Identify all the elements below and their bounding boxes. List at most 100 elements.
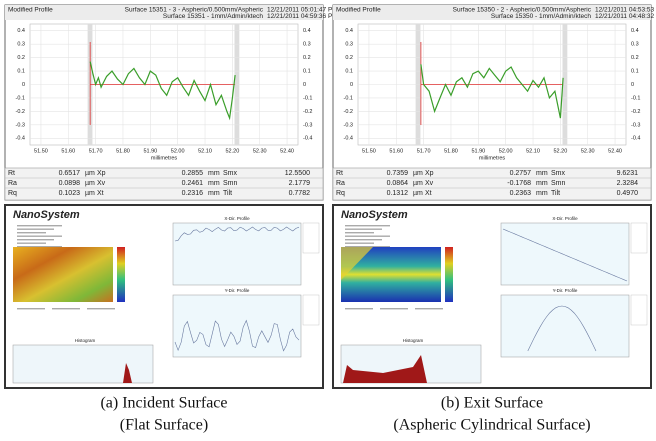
y-tick-label: -0.1 bbox=[16, 95, 25, 101]
x-tick-label: 51.80 bbox=[116, 148, 130, 154]
stats-cell: 0.4970 bbox=[617, 190, 639, 197]
stats-cell: 0.0864 bbox=[387, 180, 409, 187]
profile-trace bbox=[174, 319, 300, 352]
profile-line bbox=[420, 64, 564, 119]
x-tick-label: 52.20 bbox=[225, 148, 239, 154]
stats-cell: mm bbox=[536, 170, 548, 177]
x-tick-label: 51.60 bbox=[61, 148, 75, 154]
y-tick-label: -0.4 bbox=[16, 136, 25, 142]
stats-cell: 0.2316 bbox=[182, 190, 204, 197]
info-line bbox=[17, 308, 45, 310]
y-tick-label: -0.2 bbox=[303, 109, 312, 115]
stats-cell: Rq bbox=[336, 190, 345, 197]
header-bar bbox=[333, 5, 651, 20]
y-tick-label: -0.4 bbox=[344, 136, 353, 142]
stats-cell: Rq bbox=[8, 190, 17, 197]
height-map bbox=[13, 247, 113, 302]
info-line bbox=[17, 239, 54, 241]
stats-cell: mm bbox=[208, 190, 220, 197]
side-panel bbox=[630, 222, 648, 254]
color-bar bbox=[117, 247, 125, 302]
y-tick-label: 0 bbox=[350, 82, 353, 88]
x-tick-label: 51.60 bbox=[389, 148, 403, 154]
stats-cell: 12.5500 bbox=[285, 170, 310, 177]
header-date: 12/21/2011 05:01:47 PM bbox=[267, 7, 338, 14]
y-tick-label: -0.4 bbox=[303, 136, 312, 142]
histogram-shape bbox=[343, 355, 427, 383]
stats-cell: µm bbox=[413, 180, 423, 187]
header-date: 12/21/2011 04:59:36 PM bbox=[267, 13, 338, 20]
stats-cell: 0.7359 bbox=[387, 170, 409, 177]
stats-cell: Tilt bbox=[551, 190, 560, 197]
side-panel bbox=[302, 294, 320, 326]
y-tick-label: 0.3 bbox=[303, 42, 311, 48]
y-tick-label: 0.4 bbox=[631, 28, 639, 34]
stats-cell: µm bbox=[413, 190, 423, 197]
panel-title: Y-Dir. Profile bbox=[553, 288, 578, 293]
height-map-shade bbox=[341, 247, 373, 280]
header-title: Modified Profile bbox=[336, 7, 381, 14]
profile-trace bbox=[502, 228, 628, 282]
y-tick-label: 0.4 bbox=[303, 28, 311, 34]
y-tick-label: 0.1 bbox=[17, 69, 25, 75]
x-tick-label: 52.00 bbox=[499, 148, 513, 154]
x-axis-label: millimetres bbox=[479, 155, 506, 161]
y-tick-label: -0.3 bbox=[631, 122, 640, 128]
y-tick-label: 0 bbox=[303, 82, 306, 88]
y-tick-label: -0.1 bbox=[631, 95, 640, 101]
y-tick-label: -0.3 bbox=[344, 122, 353, 128]
info-line bbox=[345, 228, 382, 230]
y-tick-label: 0.1 bbox=[631, 69, 639, 75]
y-tick-label: -0.2 bbox=[631, 109, 640, 115]
info-line bbox=[380, 308, 408, 310]
x-tick-label: 51.50 bbox=[34, 148, 48, 154]
x-tick-label: 52.30 bbox=[253, 148, 267, 154]
x-tick-label: 52.10 bbox=[526, 148, 540, 154]
y-tick-label: 0.2 bbox=[631, 55, 639, 61]
stats-cell: µm bbox=[85, 180, 95, 187]
logo: NanoSystem bbox=[13, 209, 80, 221]
info-line bbox=[17, 235, 62, 237]
stats-cell: 0.1023 bbox=[59, 190, 81, 197]
color-bar bbox=[445, 247, 453, 302]
profile-trace bbox=[174, 226, 300, 242]
side-panel bbox=[302, 222, 320, 254]
stats-cell: µm bbox=[413, 170, 423, 177]
y-tick-label: 0.1 bbox=[303, 69, 311, 75]
info-line bbox=[17, 228, 54, 230]
stats-cell: Xv bbox=[97, 180, 106, 187]
header-line: Surface 15350 - 1mm/Admin/ktech bbox=[491, 13, 591, 20]
histogram-panel bbox=[12, 344, 154, 384]
y-tick-label: 0.2 bbox=[17, 55, 25, 61]
logo: NanoSystem bbox=[341, 209, 408, 221]
info-line bbox=[52, 308, 80, 310]
x-tick-label: 52.40 bbox=[280, 148, 294, 154]
panel-title: X-Dir. Profile bbox=[552, 216, 578, 221]
stats-cell: 9.6231 bbox=[617, 170, 639, 177]
stats-cell: mm bbox=[208, 170, 220, 177]
header-line: Surface 15351 - 3 - Aspheric/0.500mm/Asp… bbox=[125, 7, 264, 14]
y-tick-label: -0.2 bbox=[16, 109, 25, 115]
x-tick-label: 51.50 bbox=[362, 148, 376, 154]
y-tick-label: 0.1 bbox=[345, 69, 353, 75]
stats-cell: Rt bbox=[8, 170, 15, 177]
y-tick-label: 0.3 bbox=[17, 42, 25, 48]
caption: (Flat Surface) bbox=[120, 417, 208, 434]
side-panel bbox=[630, 294, 648, 326]
panel-title: Histogram bbox=[403, 338, 424, 343]
x-tick-label: 51.90 bbox=[471, 148, 485, 154]
info-line bbox=[87, 308, 115, 310]
profile-panel bbox=[172, 294, 302, 358]
stats-cell: Xt bbox=[97, 190, 104, 197]
stats-table bbox=[332, 167, 652, 201]
y-tick-label: 0 bbox=[631, 82, 634, 88]
y-tick-label: 0 bbox=[22, 82, 25, 88]
info-line bbox=[345, 235, 390, 237]
x-tick-label: 52.40 bbox=[608, 148, 622, 154]
info-line bbox=[345, 308, 373, 310]
stats-cell: µm bbox=[85, 170, 95, 177]
stats-cell: 0.1312 bbox=[387, 190, 409, 197]
info-line bbox=[345, 225, 390, 227]
y-tick-label: 0.2 bbox=[303, 55, 311, 61]
